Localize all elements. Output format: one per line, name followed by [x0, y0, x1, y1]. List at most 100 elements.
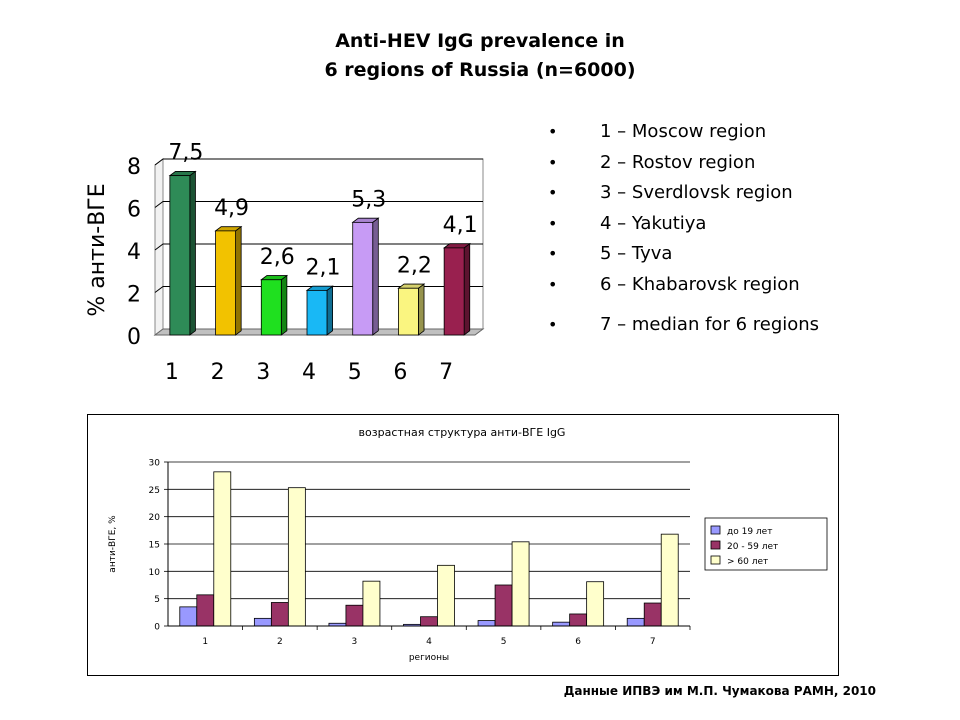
legend-item-2: • 2 – Rostov region [548, 151, 819, 182]
gridline [154, 158, 483, 166]
bar-5-series-3 [511, 541, 530, 627]
y-tick-label: 6 [127, 198, 141, 223]
data-label: 4,1 [443, 213, 478, 238]
legend-item-3: • 3 – Sverdlovsk region [548, 181, 819, 212]
legend-swatch [710, 525, 721, 535]
y-tick-label: 25 [149, 486, 160, 496]
y-tick-label: 15 [149, 541, 160, 551]
legend-item-label: 3 – Sverdlovsk region [600, 182, 793, 203]
x-tick-label: 7 [650, 637, 656, 647]
data-label: 5,3 [351, 187, 386, 212]
y-axis-label: % анти-ВГЕ [85, 183, 110, 316]
bar-4 [306, 289, 328, 336]
bar-2-series-1 [253, 617, 272, 627]
bar-5-series-2 [494, 584, 513, 627]
bar-6-series-2 [569, 613, 588, 627]
bar-1-series-3 [213, 471, 232, 627]
legend-item-label: 1 – Moscow region [600, 121, 767, 142]
y-tick-label: 5 [154, 595, 160, 605]
bar-7-series-3 [660, 533, 679, 627]
x-tick-label: 7 [439, 360, 453, 385]
bar-side-5 [372, 217, 379, 336]
x-tick-label: 5 [501, 637, 507, 647]
bar-5-series-1 [477, 620, 496, 627]
legend-item-5: • 5 – Tyva [548, 242, 819, 273]
bar-side-4 [326, 285, 334, 336]
bar-2-series-3 [287, 487, 306, 627]
source-credit: Данные ИПВЭ им М.П. Чумакова РАМН, 2010 [563, 684, 876, 698]
bar-1-series-1 [179, 606, 198, 627]
data-label: 4,9 [214, 196, 249, 221]
legend-item-label: 7 – median for 6 regions [600, 314, 820, 335]
legend-label: > 60 лет [727, 557, 768, 567]
y-tick-label: 4 [127, 240, 141, 265]
legend-swatch [710, 555, 721, 565]
legend-item-4: • 4 – Yakutiya [548, 212, 819, 243]
bullet-icon: • [548, 152, 558, 172]
bar-4-series-2 [420, 616, 438, 627]
x-tick-label: 2 [211, 360, 225, 385]
legend-swatch [710, 540, 721, 550]
legend-item-label: 5 – Tyva [600, 243, 673, 264]
bullet-icon: • [548, 315, 558, 334]
x-tick-label: 1 [202, 637, 208, 647]
bullet-icon: • [548, 183, 558, 202]
x-tick-label: 6 [575, 637, 581, 647]
y-tick-label: 8 [127, 155, 141, 180]
chart-title: возрастная структура анти-ВГЕ IgG [359, 426, 566, 439]
bar-6-series-3 [586, 581, 605, 627]
y-tick-label: 0 [154, 623, 160, 633]
bar-1 [169, 175, 191, 336]
gridline [154, 201, 483, 208]
legend-item-7: • 7 – median for 6 regions [548, 313, 819, 344]
y-tick-label: 30 [149, 459, 161, 469]
y-tick-label: 20 [149, 513, 161, 523]
bar-7 [443, 247, 465, 336]
bar-3-series-2 [345, 604, 364, 627]
legend-label: до 19 лет [727, 527, 772, 537]
series-legend [704, 517, 828, 571]
bullet-icon: • [548, 274, 558, 294]
x-tick-label: 6 [393, 360, 407, 385]
prevalence-bar-chart: 0 2 4 6 8 % анти-ВГЕ 7,5 1 4,9 2 2,6 3 2,1 4 5,3 5 2,2 6 4… [85, 141, 485, 385]
bar-2-series-2 [270, 602, 289, 627]
bullet-icon: • [548, 244, 558, 263]
bar-side-2 [235, 225, 242, 336]
x-tick-label: 2 [277, 637, 283, 647]
legend-item-6: • 6 – Khabarovsk region [548, 273, 819, 304]
x-tick-label: 4 [426, 637, 432, 647]
x-tick-label: 1 [165, 360, 179, 385]
chart-title-line-2: 6 regions of Russia (n=6000) [324, 59, 636, 81]
legend-item-label: 2 – Rostov region [600, 151, 756, 173]
bar-2 [215, 230, 236, 336]
region-legend: • 1 – Moscow region • 2 – Rostov region • 3… [548, 120, 819, 344]
x-axis-label: регионы [409, 653, 449, 663]
bar-1-series-2 [196, 594, 215, 627]
data-label: 7,5 [168, 141, 203, 166]
chart-title-line-1: Anti-HEV IgG prevalence in [335, 30, 625, 52]
bar-side-3 [280, 274, 288, 336]
y-tick-label: 0 [127, 325, 141, 350]
y-tick-label: 10 [149, 568, 161, 578]
bar-3 [260, 279, 282, 336]
bar-5 [352, 221, 374, 336]
data-label: 2,6 [260, 245, 295, 270]
legend-label: 20 - 59 лет [727, 542, 778, 552]
data-label: 2,2 [397, 253, 432, 278]
data-label: 2,1 [306, 255, 341, 280]
x-tick-label: 4 [302, 360, 316, 385]
age-structure-bar-chart: возрастная структура анти-ВГЕ IgG0510152… [87, 414, 839, 676]
bar-6-series-1 [552, 621, 571, 627]
x-tick-label: 3 [352, 637, 358, 647]
bar-7-series-2 [643, 602, 662, 627]
legend-item-1: • 1 – Moscow region [548, 120, 819, 151]
x-tick-label: 5 [348, 360, 362, 385]
legend-item-label: 6 – Khabarovsk region [600, 273, 800, 295]
legend-item-label: 4 – Yakutiya [600, 212, 707, 234]
bar-side-6 [418, 283, 425, 336]
bar-3-series-3 [362, 580, 381, 627]
bullet-icon: • [548, 122, 558, 141]
bullet-icon: • [548, 213, 558, 233]
y-axis-label: анти-ВГЕ, % [108, 515, 118, 573]
bar-6 [398, 287, 419, 336]
